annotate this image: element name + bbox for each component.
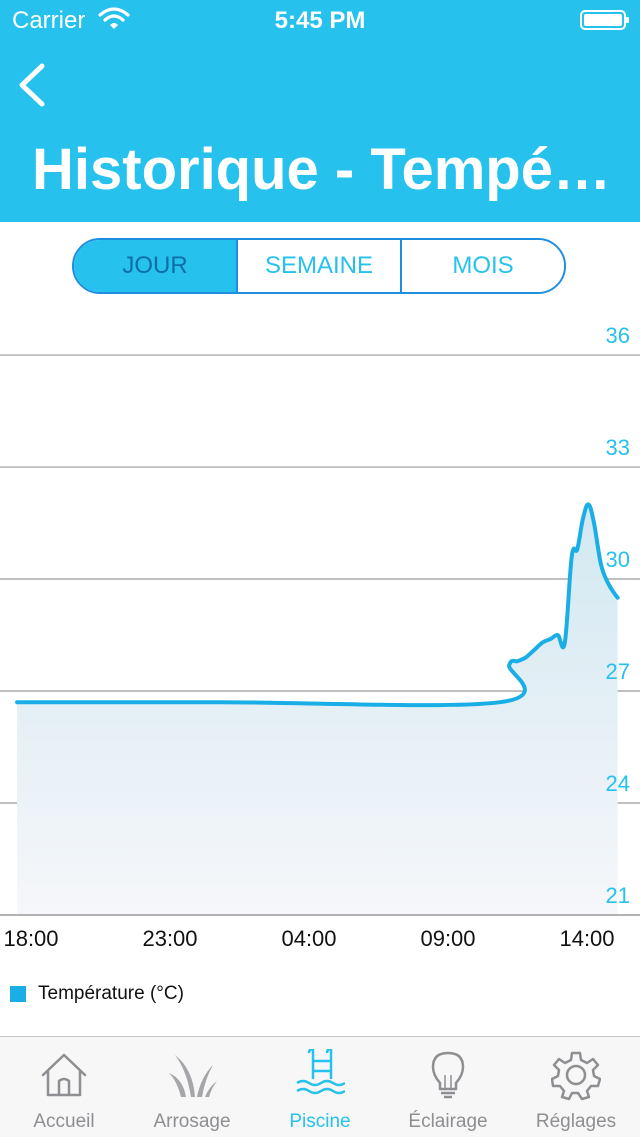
y-tick-label: 36 — [606, 323, 630, 348]
y-tick-label: 24 — [606, 771, 630, 796]
grass-icon — [169, 1055, 217, 1097]
legend-label: Température (°C) — [38, 983, 184, 1004]
y-tick-label: 21 — [606, 883, 630, 908]
gear-icon — [551, 1051, 601, 1101]
temperature-series-line — [15, 502, 620, 708]
x-tick-label: 04:00 — [281, 926, 336, 951]
status-bar: Carrier 5:45 PM — [0, 0, 640, 40]
carrier-label: Carrier — [12, 7, 86, 34]
tab-reglages[interactable]: Réglages — [512, 1037, 640, 1137]
page-title: Historique - Température — [32, 137, 612, 202]
back-button[interactable] — [14, 58, 54, 112]
tab-label: Réglages — [535, 1111, 617, 1132]
temperature-area — [17, 504, 618, 915]
tab-eclairage[interactable]: Éclairage — [384, 1037, 512, 1137]
y-tick-label: 33 — [606, 435, 630, 460]
x-tick-label: 14:00 — [559, 926, 614, 951]
legend-swatch — [10, 986, 26, 1002]
tab-accueil[interactable]: Accueil — [0, 1037, 128, 1137]
y-tick-label: 27 — [606, 659, 630, 684]
period-segmented-control: JOUR SEMAINE MOIS — [72, 238, 566, 294]
segment-semaine[interactable]: SEMAINE — [236, 240, 400, 292]
segment-mois[interactable]: MOIS — [400, 240, 564, 292]
wifi-icon — [98, 7, 130, 29]
x-tick-label: 18:00 — [3, 926, 58, 951]
tab-label: Piscine — [289, 1111, 351, 1132]
segment-jour[interactable]: JOUR — [74, 240, 236, 292]
home-icon — [41, 1053, 87, 1097]
x-tick-label: 23:00 — [142, 926, 197, 951]
status-time: 5:45 PM — [274, 7, 366, 34]
tab-arrosage[interactable]: Arrosage — [128, 1037, 256, 1137]
pool-icon — [296, 1049, 345, 1095]
y-tick-label: 30 — [606, 547, 630, 572]
tab-label: Accueil — [33, 1111, 95, 1132]
navigation-header: Carrier 5:45 PM Historique - Température — [0, 0, 640, 222]
tab-label: Éclairage — [408, 1111, 488, 1132]
chart-legend: Température (°C) — [10, 982, 184, 1006]
tab-label: Arrosage — [153, 1111, 231, 1132]
temperature-chart: 36 33 30 27 24 21 18:00 23:00 04:00 09:00 14:00 — [0, 323, 640, 951]
chevron-left-icon — [19, 63, 45, 107]
battery-icon — [580, 10, 629, 30]
x-tick-label: 09:00 — [420, 926, 475, 951]
tab-bar: Accueil Arrosage Piscine Éclairage — [0, 1036, 640, 1137]
tab-piscine[interactable]: Piscine — [256, 1037, 384, 1137]
lightbulb-icon — [431, 1051, 465, 1099]
